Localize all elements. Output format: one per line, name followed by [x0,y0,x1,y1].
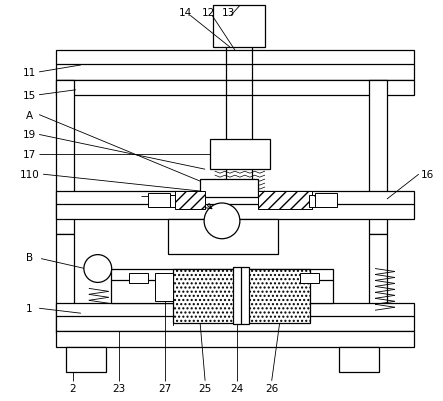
Text: 16: 16 [421,170,434,180]
Text: 110: 110 [19,170,39,180]
Bar [148,194,170,207]
Text: 15: 15 [23,91,36,101]
Bar [258,192,312,209]
Bar [233,267,249,324]
Text: 11: 11 [23,68,36,78]
Bar [315,194,337,207]
Circle shape [204,203,240,239]
Text: 17: 17 [23,150,36,160]
Bar [56,81,414,95]
Circle shape [84,255,112,283]
Bar [175,192,205,209]
Text: 23: 23 [112,383,125,393]
Bar [56,331,414,347]
Bar [56,304,414,331]
Bar [173,269,236,323]
Text: B: B [26,252,33,262]
Bar [66,347,106,372]
Bar [56,81,74,234]
Bar [56,234,74,333]
Bar [248,269,311,323]
Text: 14: 14 [179,8,192,18]
Bar [155,196,175,207]
Text: 19: 19 [23,130,36,140]
Bar [155,274,173,302]
Text: 24: 24 [230,383,244,393]
Bar [56,192,414,219]
Bar [168,219,278,254]
Bar [369,234,387,333]
Text: 1: 1 [26,304,32,314]
Bar [369,81,387,234]
Bar [111,269,333,304]
Bar [299,274,319,284]
Text: A: A [26,110,33,120]
Bar [339,347,379,372]
Text: 12: 12 [202,8,215,18]
Text: 26: 26 [265,383,278,393]
Bar [210,140,270,170]
Text: 27: 27 [159,383,172,393]
Bar [310,196,329,207]
Bar [56,51,414,81]
Text: 13: 13 [222,8,235,18]
Bar [200,180,258,198]
Bar [213,6,265,48]
Text: 2: 2 [70,383,76,393]
Bar [128,274,148,284]
Text: 25: 25 [198,383,212,393]
